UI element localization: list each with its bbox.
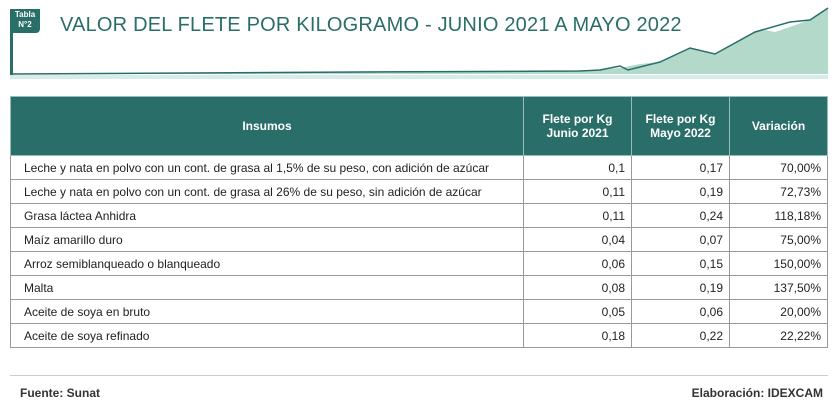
- insumo-cell: Arroz semiblanqueado o blanqueado: [10, 251, 524, 276]
- variation-cell: 137,50%: [729, 275, 828, 300]
- insumo-cell: Leche y nata en polvo con un cont. de gr…: [10, 179, 524, 204]
- table-row: Maíz amarillo duro 0,04 0,07 75,00%: [10, 227, 828, 252]
- badge-line: [10, 30, 13, 75]
- insumo-cell: Aceite de soya refinado: [10, 323, 524, 348]
- source: Fuente: Sunat: [20, 386, 100, 400]
- june-2021-cell: 0,11: [523, 179, 632, 204]
- header-june-2021: Flete por Kg Junio 2021: [523, 96, 632, 156]
- may-2022-cell: 0,06: [631, 299, 730, 324]
- badge-label: Tabla: [14, 10, 36, 19]
- table-badge: Tabla N°2: [10, 9, 40, 33]
- insumo-cell: Maíz amarillo duro: [10, 227, 524, 252]
- variation-cell: 118,18%: [729, 203, 828, 228]
- variation-cell: 150,00%: [729, 251, 828, 276]
- variation-cell: 72,73%: [729, 179, 828, 204]
- decorative-trend-line: [9, 7, 829, 79]
- insumo-cell: Grasa láctea Anhidra: [10, 203, 524, 228]
- table-row: Grasa láctea Anhidra 0,11 0,24 118,18%: [10, 203, 828, 228]
- june-2021-cell: 0,04: [523, 227, 632, 252]
- header-may-2022: Flete por Kg Mayo 2022: [631, 96, 730, 156]
- divider: [10, 375, 828, 376]
- may-2022-cell: 0,19: [631, 275, 730, 300]
- june-2021-cell: 0,18: [523, 323, 632, 348]
- header-variation: Variación: [729, 96, 828, 156]
- variation-cell: 22,22%: [729, 323, 828, 348]
- variation-cell: 20,00%: [729, 299, 828, 324]
- table-row: Leche y nata en polvo con un cont. de gr…: [10, 179, 828, 204]
- table-row: Aceite de soya en bruto 0,05 0,06 20,00%: [10, 299, 828, 324]
- insumo-cell: Malta: [10, 275, 524, 300]
- june-2021-cell: 0,05: [523, 299, 632, 324]
- insumo-cell: Aceite de soya en bruto: [10, 299, 524, 324]
- may-2022-cell: 0,17: [631, 155, 730, 180]
- variation-cell: 75,00%: [729, 227, 828, 252]
- may-2022-cell: 0,24: [631, 203, 730, 228]
- freight-table: Insumos Flete por Kg Junio 2021 Flete po…: [10, 96, 828, 348]
- badge-number: N°2: [18, 20, 32, 29]
- may-2022-cell: 0,07: [631, 227, 730, 252]
- june-2021-cell: 0,08: [523, 275, 632, 300]
- table-row: Malta 0,08 0,19 137,50%: [10, 275, 828, 300]
- table-row: Aceite de soya refinado 0,18 0,22 22,22%: [10, 323, 828, 348]
- june-2021-cell: 0,11: [523, 203, 632, 228]
- june-2021-cell: 0,1: [523, 155, 632, 180]
- may-2022-cell: 0,15: [631, 251, 730, 276]
- may-2022-cell: 0,19: [631, 179, 730, 204]
- table-row: Leche y nata en polvo con un cont. de gr…: [10, 155, 828, 180]
- insumo-cell: Leche y nata en polvo con un cont. de gr…: [10, 155, 524, 180]
- page-title: VALOR DEL FLETE POR KILOGRAMO - JUNIO 20…: [60, 14, 682, 36]
- june-2021-cell: 0,06: [523, 251, 632, 276]
- variation-cell: 70,00%: [729, 155, 828, 180]
- may-2022-cell: 0,22: [631, 323, 730, 348]
- credit: Elaboración: IDEXCAM: [691, 386, 823, 400]
- header-insumos: Insumos: [10, 96, 524, 156]
- table-row: Arroz semiblanqueado o blanqueado 0,06 0,1…: [10, 251, 828, 276]
